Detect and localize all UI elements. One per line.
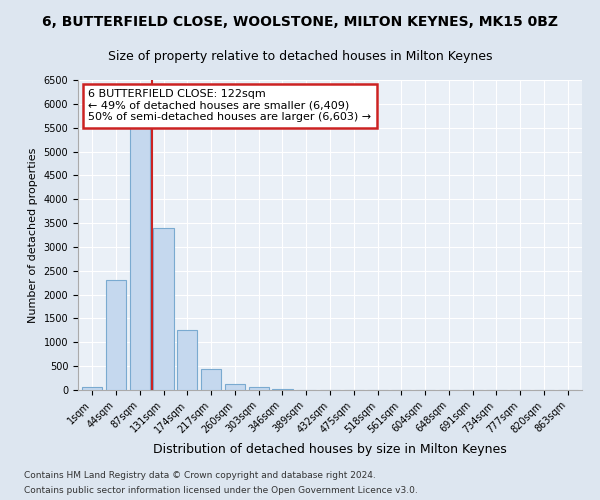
Bar — [130, 108, 150, 390]
Bar — [82, 388, 103, 390]
Bar — [225, 384, 245, 390]
Bar — [106, 280, 126, 390]
X-axis label: Distribution of detached houses by size in Milton Keynes: Distribution of detached houses by size … — [153, 443, 507, 456]
Bar — [177, 330, 197, 390]
Text: 6, BUTTERFIELD CLOSE, WOOLSTONE, MILTON KEYNES, MK15 0BZ: 6, BUTTERFIELD CLOSE, WOOLSTONE, MILTON … — [42, 15, 558, 29]
Bar — [248, 388, 269, 390]
Text: Size of property relative to detached houses in Milton Keynes: Size of property relative to detached ho… — [108, 50, 492, 63]
Bar — [201, 368, 221, 390]
Y-axis label: Number of detached properties: Number of detached properties — [28, 148, 38, 322]
Text: Contains HM Land Registry data © Crown copyright and database right 2024.: Contains HM Land Registry data © Crown c… — [24, 471, 376, 480]
Text: 6 BUTTERFIELD CLOSE: 122sqm
← 49% of detached houses are smaller (6,409)
50% of : 6 BUTTERFIELD CLOSE: 122sqm ← 49% of det… — [88, 90, 371, 122]
Bar — [154, 228, 173, 390]
Bar — [272, 389, 293, 390]
Text: Contains public sector information licensed under the Open Government Licence v3: Contains public sector information licen… — [24, 486, 418, 495]
